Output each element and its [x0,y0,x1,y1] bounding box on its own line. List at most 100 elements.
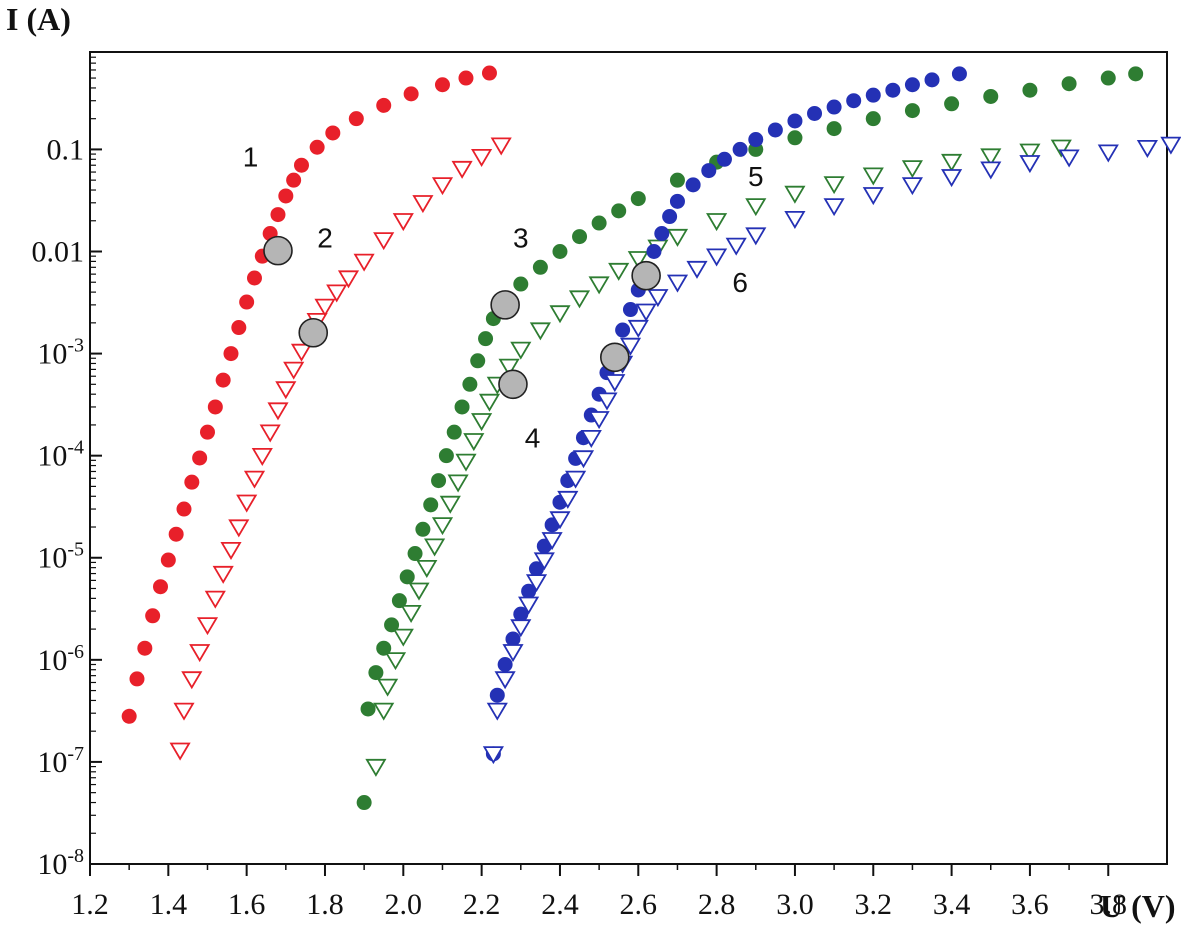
data-point [189,644,211,663]
data-point [478,331,494,347]
series-4 [365,139,1072,777]
x-tick-label: 2.0 [385,888,423,921]
data-point [376,640,392,656]
data-point [246,270,262,286]
data-point [611,203,627,219]
data-point [497,657,513,673]
data-point [941,153,963,172]
curve-label: 2 [317,222,333,253]
data-point [326,284,348,303]
data-point [904,103,920,119]
data-point [635,303,657,322]
data-point [283,361,305,380]
data-point [669,172,685,188]
y-tick-exponent: -8 [67,845,84,867]
data-point [392,628,414,647]
data-point [924,72,940,88]
data-point [502,644,524,663]
data-point [212,565,234,584]
data-point [270,207,286,223]
y-tick-label: 10-8 [37,845,84,881]
series-2 [169,137,512,761]
data-point [439,495,461,514]
y-tick-base: 10 [37,848,67,881]
data-point [627,319,649,338]
data-point [489,687,505,703]
data-point [399,569,415,585]
data-point [666,228,689,247]
transition-point-marker [298,317,329,348]
data-point [482,746,504,765]
data-point [787,113,803,129]
data-point [787,130,803,146]
data-point [980,148,1002,167]
data-point [901,177,923,196]
data-point [596,392,618,411]
data-point [568,290,591,309]
data-point [207,399,223,415]
y-tick-base: 10 [37,440,67,473]
y-tick-exponent: -3 [67,335,84,357]
transition-point-marker [263,235,293,266]
data-point [748,132,764,148]
data-point [627,251,649,270]
transition-point-marker [599,342,630,373]
y-tick-exponent: -5 [67,539,84,561]
data-point [510,341,532,360]
transition-point-marker [498,369,528,400]
data-point [513,276,529,292]
data-point [215,372,231,388]
data-point [204,590,226,609]
data-point [451,160,473,179]
data-point [528,561,544,577]
data-point [145,608,161,624]
data-point [286,172,302,188]
data-point [192,450,208,466]
data-point [360,701,376,717]
data-point [184,474,200,490]
data-point [521,583,537,599]
data-point [904,77,920,93]
data-point [239,294,255,310]
data-point [732,141,748,157]
data-point [823,176,845,195]
data-point [784,210,806,229]
y-tick-label: 10-6 [37,641,84,677]
data-point [458,70,474,86]
data-point [377,678,399,697]
data-point [510,619,532,638]
x-tick-label: 1.6 [228,888,266,921]
data-point [885,82,901,98]
data-point [619,337,642,356]
data-point [1160,136,1181,155]
data-point [462,376,478,392]
x-tick-label: 3.2 [855,888,893,921]
data-point [745,198,767,217]
y-tick-label: 10-3 [37,335,84,371]
data-point [654,226,670,242]
data-point [314,298,336,317]
data-point [823,198,845,217]
data-point [470,353,486,369]
data-point [846,93,862,109]
data-point [160,552,176,568]
data-point [373,702,395,721]
y-tick-label: 10-5 [37,539,84,575]
data-point [630,191,646,207]
data-point [392,213,414,232]
data-point [1136,139,1158,158]
data-point [463,433,485,452]
data-point [137,640,153,656]
data-point [196,617,219,636]
data-point [169,742,191,761]
data-point [259,424,281,443]
data-point [588,411,610,430]
data-point [549,511,571,530]
data-point [1128,66,1144,82]
data-point [447,474,469,493]
data-point [424,538,446,557]
data-point [518,596,540,615]
y-tick-base: 10 [37,338,67,371]
data-point [826,121,842,137]
